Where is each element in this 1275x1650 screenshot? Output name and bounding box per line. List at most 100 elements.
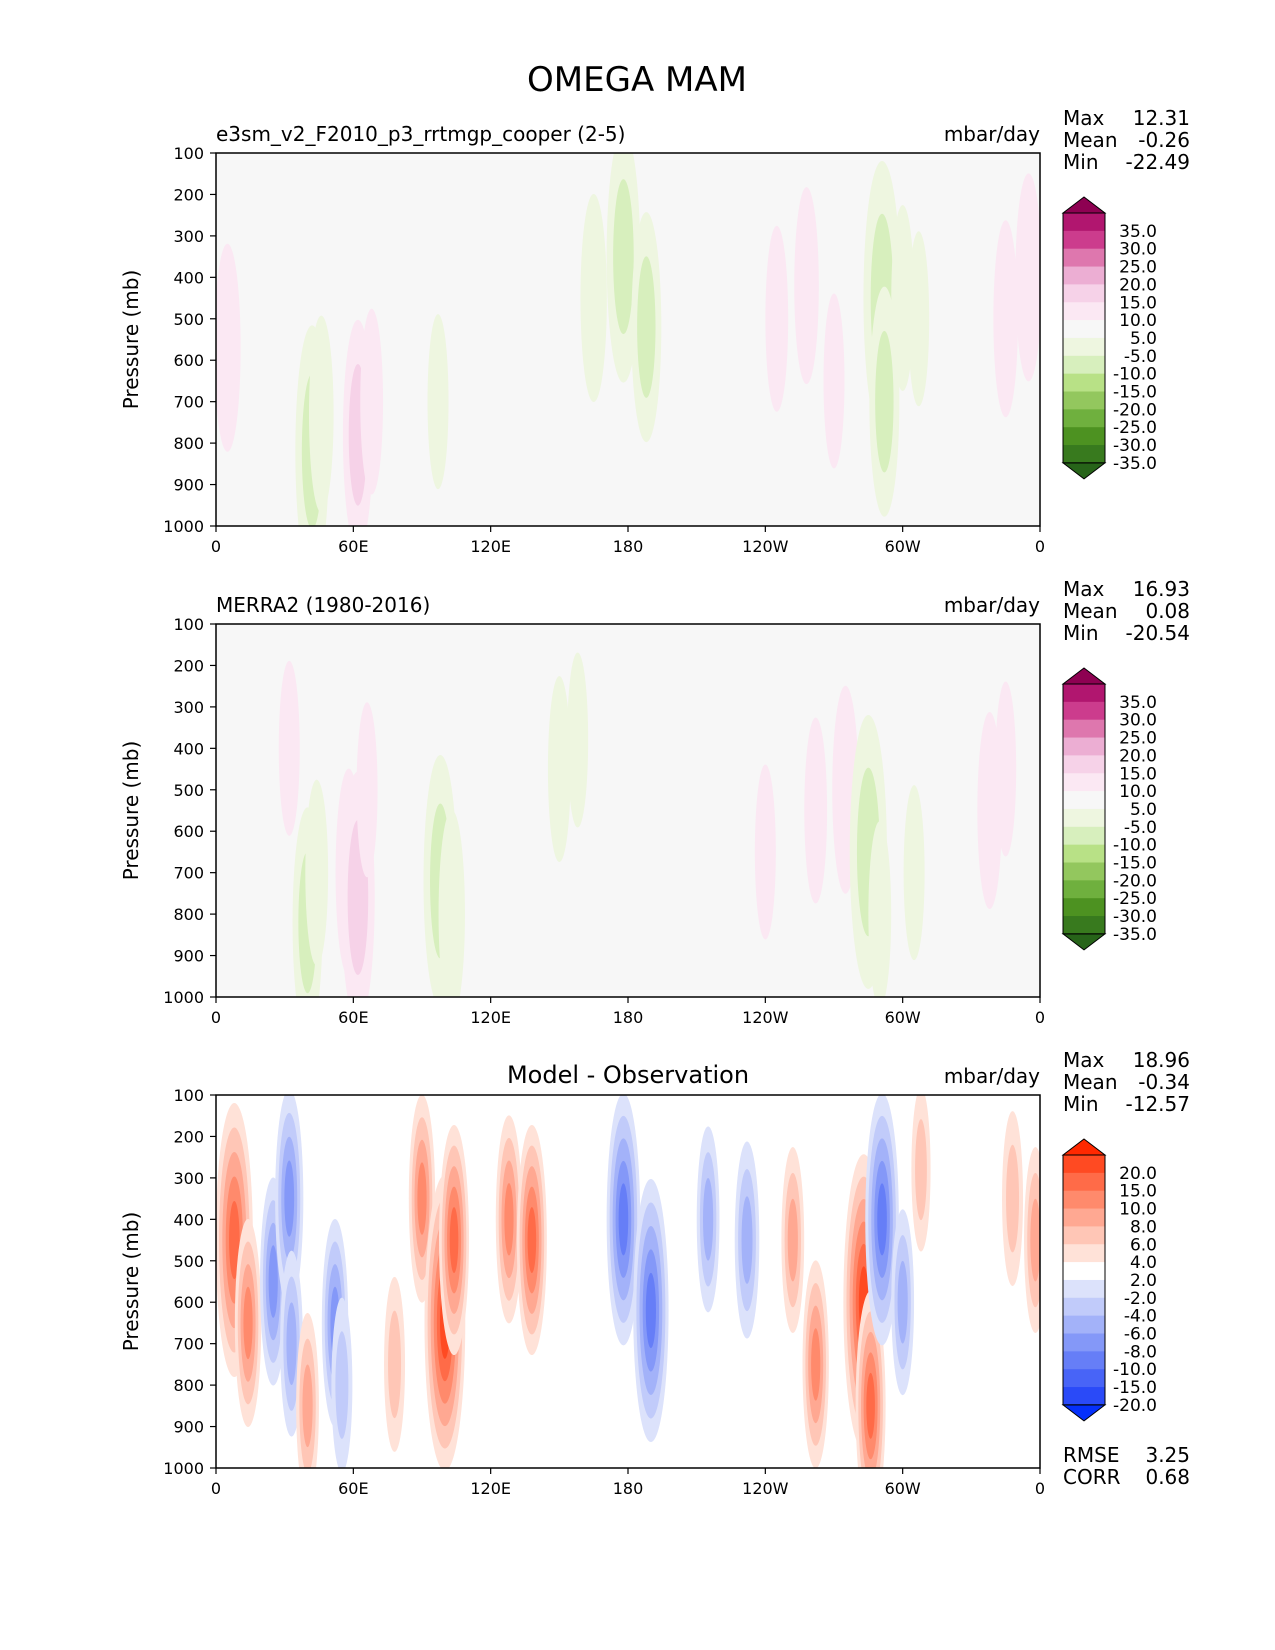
x-tick-label: 60E xyxy=(338,1479,368,1498)
y-tick-label: 500 xyxy=(173,781,204,800)
colorbar-cell xyxy=(1063,1279,1105,1299)
y-tick-label: 800 xyxy=(173,1376,204,1395)
x-tick-label: 120W xyxy=(742,1008,789,1027)
field-contour-up-9-level-1 xyxy=(547,676,571,863)
colorbar-cell xyxy=(1063,1351,1105,1370)
colorbar-label: 30.0 xyxy=(1119,711,1157,731)
stat-value: -0.34 xyxy=(1138,1070,1190,1094)
y-tick-label: 200 xyxy=(173,656,204,675)
field-contour-up-15-level-1 xyxy=(868,821,892,997)
field-contour-down-9-level-4 xyxy=(417,1162,427,1235)
field-contour-down-14-level-1 xyxy=(823,293,845,469)
colorbar-cell xyxy=(1063,791,1105,810)
y-tick-label: 100 xyxy=(173,615,204,634)
field-contour-up-2-level-4 xyxy=(268,1245,278,1318)
colorbar-cell xyxy=(1063,213,1105,232)
field-contour-down-25-level-2 xyxy=(1006,1144,1020,1253)
colorbar-label: 35.0 xyxy=(1119,222,1157,242)
x-tick-label: 60E xyxy=(338,537,368,556)
field-contour-down-0-level-5 xyxy=(229,1200,240,1280)
stat-value: -0.26 xyxy=(1138,128,1190,152)
colorbar-label: -20.0 xyxy=(1113,1396,1157,1416)
y-tick-label: 800 xyxy=(173,434,204,453)
colorbar-cell xyxy=(1063,391,1105,410)
field-contour-up-16-level-1 xyxy=(903,785,925,961)
y-tick-label: 400 xyxy=(173,739,204,758)
colorbar-label: 30.0 xyxy=(1119,240,1157,260)
stat-value: 0.68 xyxy=(1145,1465,1190,1489)
y-tick-label: 300 xyxy=(173,1169,204,1188)
colorbar-cell xyxy=(1063,1387,1105,1406)
stat-label: Min xyxy=(1063,621,1099,645)
colorbar-label: 10.0 xyxy=(1119,311,1157,331)
colorbar-cell xyxy=(1063,844,1105,863)
y-tick-label: 700 xyxy=(173,864,204,883)
colorbar-label: -30.0 xyxy=(1113,907,1157,927)
colorbar-cell xyxy=(1063,337,1105,357)
y-tick-label: 100 xyxy=(173,144,204,163)
field-contour-up-3-level-1 xyxy=(305,779,329,966)
field-contour-up-8-level-1 xyxy=(427,314,449,490)
colorbar-label: -10.0 xyxy=(1113,1360,1157,1380)
y-tick-label: 300 xyxy=(173,227,204,246)
colorbar-label: 20.0 xyxy=(1119,746,1157,766)
y-tick-label: 900 xyxy=(173,1418,204,1437)
colorbar-cell xyxy=(1063,1315,1105,1334)
colorbar-label: -20.0 xyxy=(1113,400,1157,420)
colorbar-label: -35.0 xyxy=(1113,925,1157,945)
stat-label: Min xyxy=(1063,1092,1099,1116)
stat-value: -12.57 xyxy=(1126,1092,1190,1116)
colorbar-cell xyxy=(1063,1190,1105,1210)
x-tick-label: 120W xyxy=(742,1479,789,1498)
colorbar-label: 5.0 xyxy=(1130,800,1157,820)
x-tick-label: 180 xyxy=(613,1008,644,1027)
units-label: mbar/day xyxy=(944,1064,1040,1088)
colorbar-cell xyxy=(1063,1208,1105,1227)
colorbar-frame xyxy=(1062,212,1106,464)
colorbar-cell xyxy=(1063,1172,1105,1192)
colorbar-label: 15.0 xyxy=(1119,764,1157,784)
y-tick-label: 900 xyxy=(173,947,204,966)
field-contour-up-22-level-5 xyxy=(877,1183,887,1256)
colorbar-label: 15.0 xyxy=(1119,1182,1157,1202)
colorbar: 35.030.025.020.015.010.05.0-5.0-10.0-15.… xyxy=(1061,196,1157,480)
colorbar-cell xyxy=(1063,701,1105,721)
colorbar-cell xyxy=(1063,1369,1105,1388)
field-contour-up-8-level-1 xyxy=(438,810,465,997)
colorbar-label: 8.0 xyxy=(1130,1217,1157,1237)
field-contour-down-6-level-1 xyxy=(356,702,378,878)
colorbar-cell xyxy=(1063,808,1105,828)
x-tick-label: 60W xyxy=(885,1008,921,1027)
panel-model: 100 200 300 400 500 600 700 800 900 1000 0 60E 120E 1… xyxy=(119,106,1190,556)
stat-value: -22.49 xyxy=(1126,150,1190,174)
y-tick-label: 300 xyxy=(173,698,204,717)
field-contour-down-12-level-1 xyxy=(765,225,789,412)
y-tick-label: 200 xyxy=(173,1127,204,1146)
colorbar-label: 2.0 xyxy=(1130,1271,1157,1291)
colorbar-label: 25.0 xyxy=(1119,729,1157,749)
field-layer xyxy=(278,652,1017,997)
y-tick-label: 600 xyxy=(173,351,204,370)
colorbar-cell xyxy=(1063,1226,1105,1245)
stat-label: Mean xyxy=(1063,599,1118,623)
field-contour-up-3-level-4 xyxy=(284,1160,295,1237)
x-tick-label: 0 xyxy=(211,1479,221,1498)
panel-diff: 100 200 300 400 500 600 700 800 900 1000 0 60E 120E 1… xyxy=(119,1048,1190,1498)
colorbar-cell xyxy=(1063,719,1105,739)
stat-label: Max xyxy=(1063,106,1105,130)
colorbar-label: 20.0 xyxy=(1119,275,1157,295)
field-contour-down-13-level-5 xyxy=(527,1207,537,1273)
colorbar-label: -25.0 xyxy=(1113,418,1157,438)
y-axis-label: Pressure (mb) xyxy=(119,741,143,881)
colorbar-cell xyxy=(1063,898,1105,917)
x-tick-label: 120E xyxy=(470,1479,511,1498)
colorbar-label: -2.0 xyxy=(1124,1289,1157,1309)
x-tick-label: 120E xyxy=(470,1008,511,1027)
colorbar-frame xyxy=(1062,1154,1106,1406)
y-axis-label: Pressure (mb) xyxy=(119,1212,143,1352)
colorbar-cell xyxy=(1063,445,1105,464)
colorbar-cell xyxy=(1063,355,1105,375)
field-contour-down-18-level-3 xyxy=(787,1198,798,1282)
